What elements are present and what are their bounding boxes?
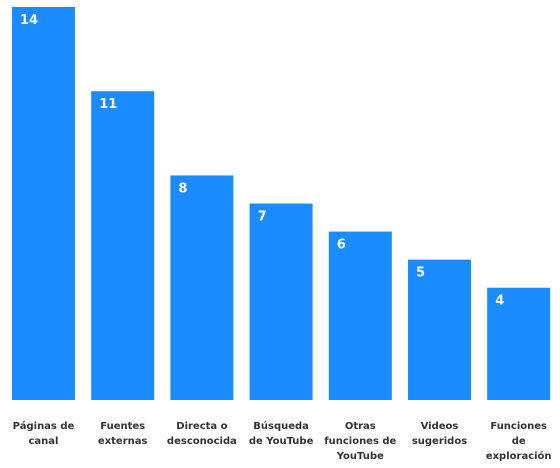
category-label-line: Directa o xyxy=(176,421,227,432)
bar-5 xyxy=(328,231,392,400)
category-label-3: Directa o desconocida xyxy=(167,421,237,447)
category-label-4: Búsqueda de YouTube xyxy=(249,420,314,447)
category-label-line: de xyxy=(512,436,526,447)
category-label-line: exploración xyxy=(486,450,552,462)
category-label-line: externas xyxy=(98,436,148,447)
category-label-line: sugeridos xyxy=(412,436,467,447)
bar-value-label-5: 6 xyxy=(337,238,346,253)
category-label-1: Páginas de canal xyxy=(13,420,75,447)
bar-2 xyxy=(91,91,155,400)
category-labels-group: Páginas de canal Fuentes externas Directa o d… xyxy=(13,420,552,462)
bar-value-label-4: 7 xyxy=(258,210,267,225)
value-labels-group: 14 11 8 7 6 5 4 xyxy=(20,13,504,309)
bar-value-label-3: 8 xyxy=(178,181,187,196)
category-label-line: Videos xyxy=(421,421,459,432)
category-label-6: Videos sugeridos xyxy=(412,421,467,447)
category-label-line: canal xyxy=(29,436,59,447)
category-label-5: Otras funciones de YouTube xyxy=(324,421,396,462)
category-label-line: Páginas de xyxy=(13,420,75,432)
category-label-2: Fuentes externas xyxy=(98,421,148,447)
category-label-line: Otras xyxy=(345,421,376,432)
bar-6 xyxy=(408,259,471,400)
category-label-line: Fuentes xyxy=(100,421,145,432)
bar-7 xyxy=(487,287,551,400)
bar-4 xyxy=(249,203,313,400)
bar-value-label-1: 14 xyxy=(20,13,38,28)
category-label-line: desconocida xyxy=(167,436,237,447)
category-label-line: Búsqueda xyxy=(253,420,309,432)
bar-value-label-7: 4 xyxy=(495,294,504,309)
bar-value-label-6: 5 xyxy=(416,266,425,281)
bars-group xyxy=(12,7,551,400)
bar-1 xyxy=(12,7,75,400)
bar-3 xyxy=(170,175,234,400)
category-label-line: Funciones xyxy=(490,421,547,432)
category-label-line: funciones de xyxy=(324,436,396,447)
category-label-7: Funciones de exploración xyxy=(486,421,552,462)
category-label-line: de YouTube xyxy=(249,436,314,447)
category-label-line: YouTube xyxy=(336,451,384,462)
bar-value-label-2: 11 xyxy=(99,97,117,112)
